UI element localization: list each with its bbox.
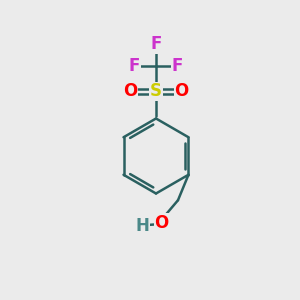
Text: O: O [154,214,169,232]
Text: H: H [135,217,149,235]
Text: O: O [123,82,138,100]
Text: S: S [150,82,162,100]
Text: F: F [172,57,183,75]
Text: F: F [129,57,140,75]
Text: F: F [150,35,162,53]
Text: O: O [174,82,189,100]
